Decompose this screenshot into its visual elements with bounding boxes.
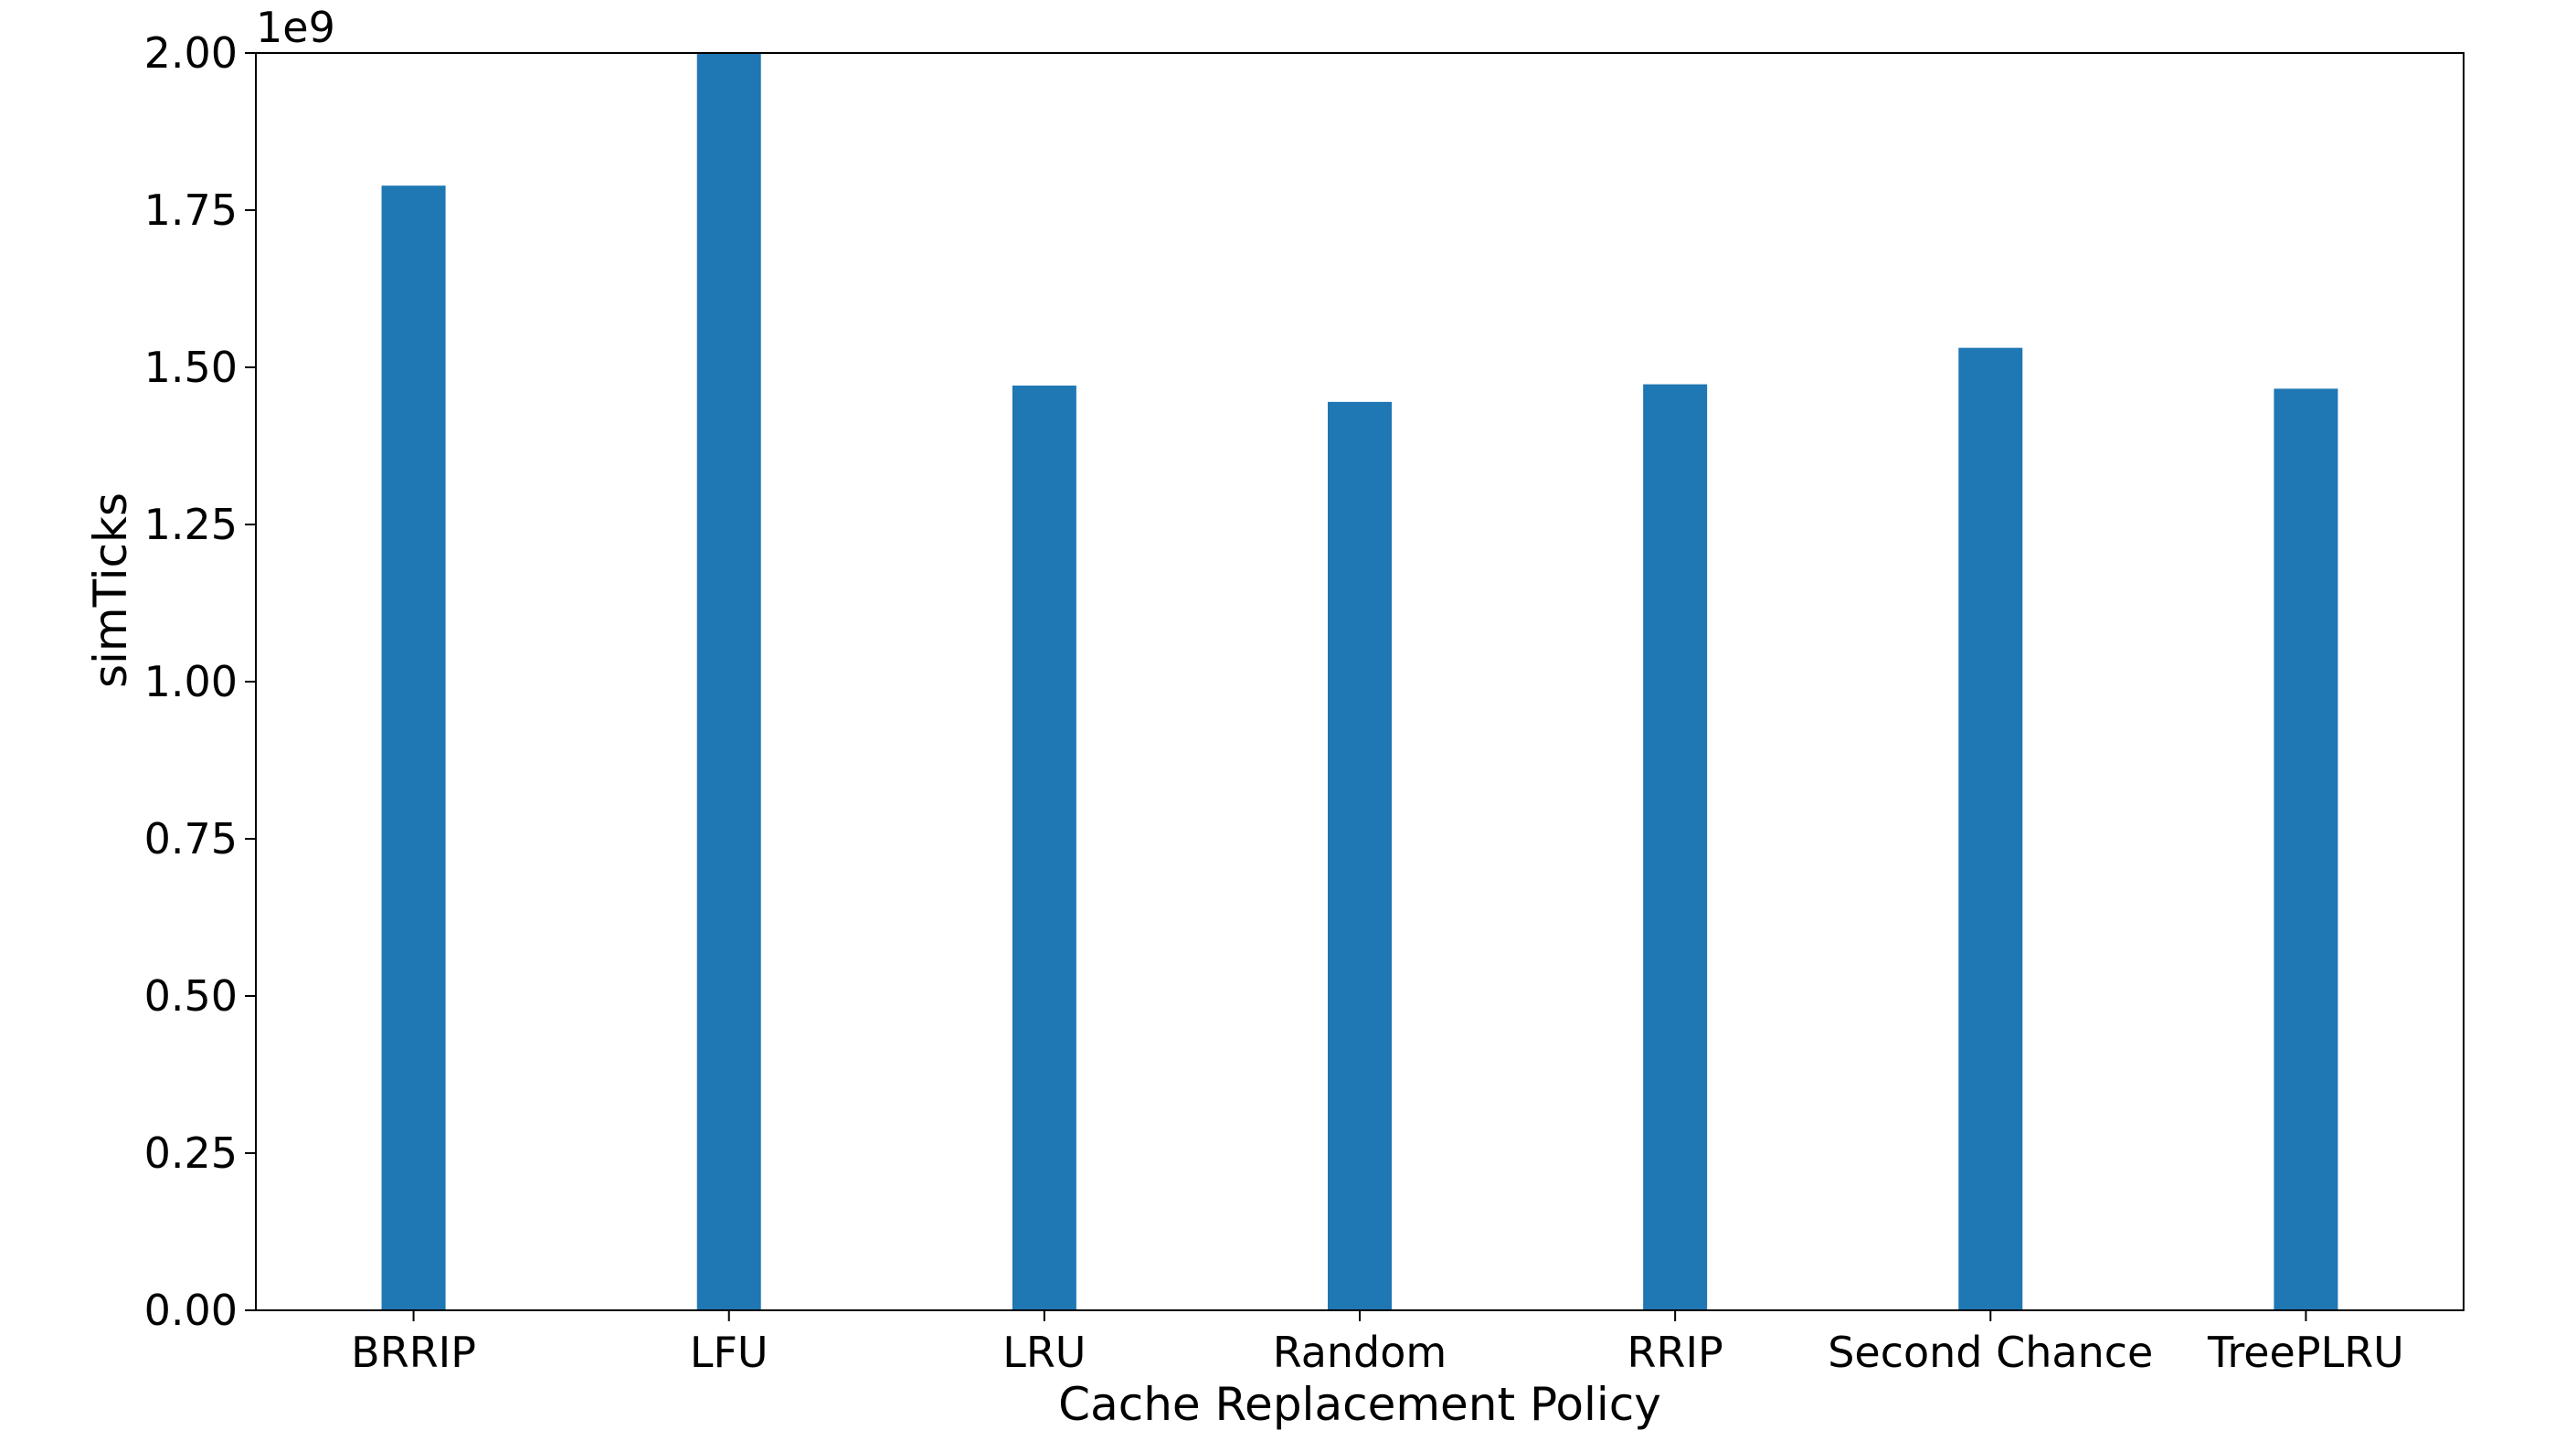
x-tick-label: TreePLRU xyxy=(2207,1328,2404,1377)
y-tick-label: 0.50 xyxy=(144,971,238,1021)
y-tick-label: 0.75 xyxy=(144,814,238,863)
y-tick-label: 1.25 xyxy=(144,500,238,549)
plot-area-frame xyxy=(255,52,2465,1311)
y-axis-label: simTicks xyxy=(84,493,137,688)
bar-brrip xyxy=(381,185,446,1311)
x-tick-label: RRIP xyxy=(1627,1328,1723,1377)
bar-treeplru xyxy=(2274,388,2338,1311)
x-tick-label: LRU xyxy=(1002,1328,1086,1377)
x-tick-label: Random xyxy=(1273,1328,1447,1377)
bar-rrip xyxy=(1643,384,1708,1310)
bar-random xyxy=(1328,401,1392,1311)
bar-lfu xyxy=(696,53,761,1310)
bar-second-chance xyxy=(1958,347,2023,1310)
x-tick-label: Second Chance xyxy=(1828,1328,2153,1377)
x-tick-label: BRRIP xyxy=(351,1328,476,1377)
y-tick-label: 0.00 xyxy=(144,1286,238,1335)
bars-group xyxy=(381,53,2338,1311)
y-tick-label: 1.75 xyxy=(144,185,238,235)
y-tick-label: 1.50 xyxy=(144,343,238,392)
y-tick-label: 0.25 xyxy=(144,1128,238,1178)
x-axis-ticks: BRRIP LFU LRU Random RRIP Second Chance TreePL… xyxy=(351,1310,2404,1377)
x-axis-label: Cache Replacement Policy xyxy=(1058,1378,1661,1430)
y-tick-label: 1.00 xyxy=(144,657,238,706)
bar-lru xyxy=(1012,385,1076,1310)
y-axis-offset-label: 1e9 xyxy=(256,3,335,52)
y-axis-ticks: 0.00 0.25 0.50 0.75 1.00 1.25 1.50 1.75 2.00 xyxy=(144,28,256,1335)
y-tick-label: 2.00 xyxy=(144,28,238,78)
x-tick-label: LFU xyxy=(690,1328,769,1377)
